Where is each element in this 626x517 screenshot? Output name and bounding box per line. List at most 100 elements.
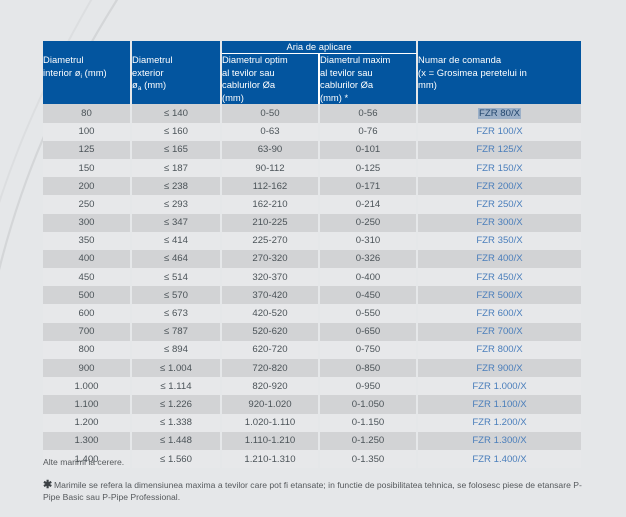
cell-order-number: FZR 1.200/X (418, 413, 582, 432)
cell-maximum-diameter: 0-1.050 (320, 395, 419, 414)
cell-maximum-diameter: 0-250 (320, 213, 419, 232)
cell-maximum-diameter: 0-76 (320, 122, 419, 141)
cell-maximum-diameter: 0-400 (320, 268, 419, 287)
cell-outer-diameter: ≤ 514 (132, 268, 222, 287)
cell-maximum-diameter: 0-171 (320, 177, 419, 196)
header-optimal-diameter-line1: Diametrul optim (222, 54, 288, 65)
cell-outer-diameter: ≤ 160 (132, 122, 222, 141)
header-order-number-line1: Numar de comanda (418, 54, 502, 65)
cell-outer-diameter: ≤ 1.226 (132, 395, 222, 414)
cell-maximum-diameter: 0-850 (320, 359, 419, 378)
cell-maximum-diameter: 0-550 (320, 304, 419, 323)
cell-outer-diameter: ≤ 238 (132, 177, 222, 196)
cell-optimal-diameter: 162-210 (222, 195, 320, 214)
table-row: 250 ≤ 293 162-210 0-214 FZR 250/X (43, 195, 582, 214)
header-optimal-diameter: Diametrul optim al tevilor sau cablurilo… (222, 54, 320, 105)
table-row: 80 ≤ 140 0-50 0-56 FZR 80/X (43, 104, 582, 123)
table-row: 100 ≤ 160 0-63 0-76 FZR 100/X (43, 122, 582, 141)
header-maximum-diameter-line1: Diametrul maxim (320, 54, 391, 65)
cell-inner-diameter: 125 (43, 140, 132, 159)
cell-maximum-diameter: 0-101 (320, 140, 419, 159)
cell-inner-diameter: 200 (43, 177, 132, 196)
header-outer-diameter: Diametrul exterior øa (mm) (132, 54, 222, 105)
cell-outer-diameter: ≤ 1.560 (132, 449, 222, 469)
cell-maximum-diameter: 0-310 (320, 231, 419, 250)
table-row: 1.000 ≤ 1.114 820-920 0-950 FZR 1.000/X (43, 377, 582, 396)
cell-optimal-diameter: 720-820 (222, 359, 320, 378)
header-spacer-inner-diameter (43, 41, 132, 54)
header-group-aria-de-aplicare: Aria de aplicare (222, 41, 419, 54)
cell-optimal-diameter: 1.210-1.310 (222, 449, 320, 469)
table-row: 400 ≤ 464 270-320 0-326 FZR 400/X (43, 249, 582, 269)
cell-inner-diameter: 900 (43, 359, 132, 378)
footnote-block: ✱ Marimile se refera la dimensiunea maxi… (43, 479, 588, 503)
pipe-specification-table: Aria de aplicare Diametrul interior øi (… (43, 41, 582, 469)
cell-inner-diameter: 450 (43, 268, 132, 287)
cell-maximum-diameter: 0-56 (320, 104, 419, 123)
table-row: 125 ≤ 165 63-90 0-101 FZR 125/X (43, 140, 582, 159)
cell-inner-diameter: 1.100 (43, 395, 132, 414)
cell-order-number: FZR 400/X (418, 249, 582, 269)
cell-maximum-diameter: 0-650 (320, 322, 419, 341)
cell-inner-diameter: 500 (43, 286, 132, 305)
cell-order-number: FZR 500/X (418, 286, 582, 305)
cell-order-number: FZR 1.300/X (418, 431, 582, 450)
cell-optimal-diameter: 225-270 (222, 231, 320, 250)
cell-outer-diameter: ≤ 894 (132, 340, 222, 359)
cell-optimal-diameter: 1.110-1.210 (222, 431, 320, 450)
cell-inner-diameter: 1.200 (43, 413, 132, 432)
cell-order-number: FZR 800/X (418, 340, 582, 359)
cell-optimal-diameter: 1.020-1.110 (222, 413, 320, 432)
cell-outer-diameter: ≤ 673 (132, 304, 222, 323)
header-outer-diameter-symbol: ø (132, 79, 138, 91)
cell-optimal-diameter: 0-63 (222, 122, 320, 141)
cell-inner-diameter: 350 (43, 231, 132, 250)
cell-maximum-diameter: 0-214 (320, 195, 419, 214)
header-inner-diameter: Diametrul interior øi (mm) (43, 54, 132, 105)
footnote-text: Marimile se refera la dimensiunea maxima… (43, 480, 582, 502)
table-row: 450 ≤ 514 320-370 0-400 FZR 450/X (43, 268, 582, 287)
cell-order-number: FZR 700/X (418, 322, 582, 341)
table-row: 600 ≤ 673 420-520 0-550 FZR 600/X (43, 304, 582, 323)
cell-maximum-diameter: 0-950 (320, 377, 419, 396)
cell-optimal-diameter: 270-320 (222, 249, 320, 269)
cell-outer-diameter: ≤ 1.114 (132, 377, 222, 396)
table-row: 1.400 ≤ 1.560 1.210-1.310 0-1.350 FZR 1.400/… (43, 449, 582, 469)
cell-inner-diameter: 100 (43, 122, 132, 141)
cell-inner-diameter: 250 (43, 195, 132, 214)
header-inner-diameter-subscript: i (80, 72, 83, 80)
cell-order-number: FZR 125/X (418, 140, 582, 159)
cell-optimal-diameter: 112-162 (222, 177, 320, 196)
cell-order-number: FZR 1.000/X (418, 377, 582, 396)
table-row: 1.200 ≤ 1.338 1.020-1.110 0-1.150 FZR 1.200/… (43, 413, 582, 432)
header-maximum-diameter-line2: al tevilor sau (320, 66, 373, 78)
cell-optimal-diameter: 90-112 (222, 158, 320, 178)
other-sizes-note: Alte marimi la cerere. (43, 457, 125, 467)
cell-order-number: FZR 80/X (418, 104, 582, 123)
header-order-number-line2: (x = Grosimea peretelui in (418, 66, 527, 78)
table-header: Aria de aplicare Diametrul interior øi (… (43, 41, 582, 105)
cell-inner-diameter: 1.300 (43, 431, 132, 450)
header-inner-diameter-line2: interior ø (43, 66, 81, 78)
table-row: 1.300 ≤ 1.448 1.110-1.210 0-1.250 FZR 1.300/… (43, 431, 582, 450)
cell-order-number: FZR 900/X (418, 359, 582, 378)
header-spacer-order-number (418, 41, 582, 54)
cell-outer-diameter: ≤ 165 (132, 140, 222, 159)
cell-outer-diameter: ≤ 464 (132, 249, 222, 269)
table-row: 800 ≤ 894 620-720 0-750 FZR 800/X (43, 340, 582, 359)
cell-outer-diameter: ≤ 1.448 (132, 431, 222, 450)
header-optimal-diameter-line3: cablurilor Øa (222, 79, 276, 91)
header-order-number-line3: mm) (418, 79, 437, 91)
cell-inner-diameter: 400 (43, 249, 132, 269)
cell-maximum-diameter: 0-750 (320, 340, 419, 359)
cell-order-number: FZR 450/X (418, 268, 582, 287)
table-row: 200 ≤ 238 112-162 0-171 FZR 200/X (43, 177, 582, 196)
header-maximum-diameter-line4: (mm) * (320, 91, 349, 103)
table-header-column-row: Diametrul interior øi (mm) Diametrul ext… (43, 54, 582, 105)
cell-inner-diameter: 1.400 (43, 449, 132, 469)
cell-optimal-diameter: 63-90 (222, 140, 320, 159)
cell-optimal-diameter: 0-50 (222, 104, 320, 123)
cell-optimal-diameter: 420-520 (222, 304, 320, 323)
cell-outer-diameter: ≤ 187 (132, 158, 222, 178)
table-row: 350 ≤ 414 225-270 0-310 FZR 350/X (43, 231, 582, 250)
